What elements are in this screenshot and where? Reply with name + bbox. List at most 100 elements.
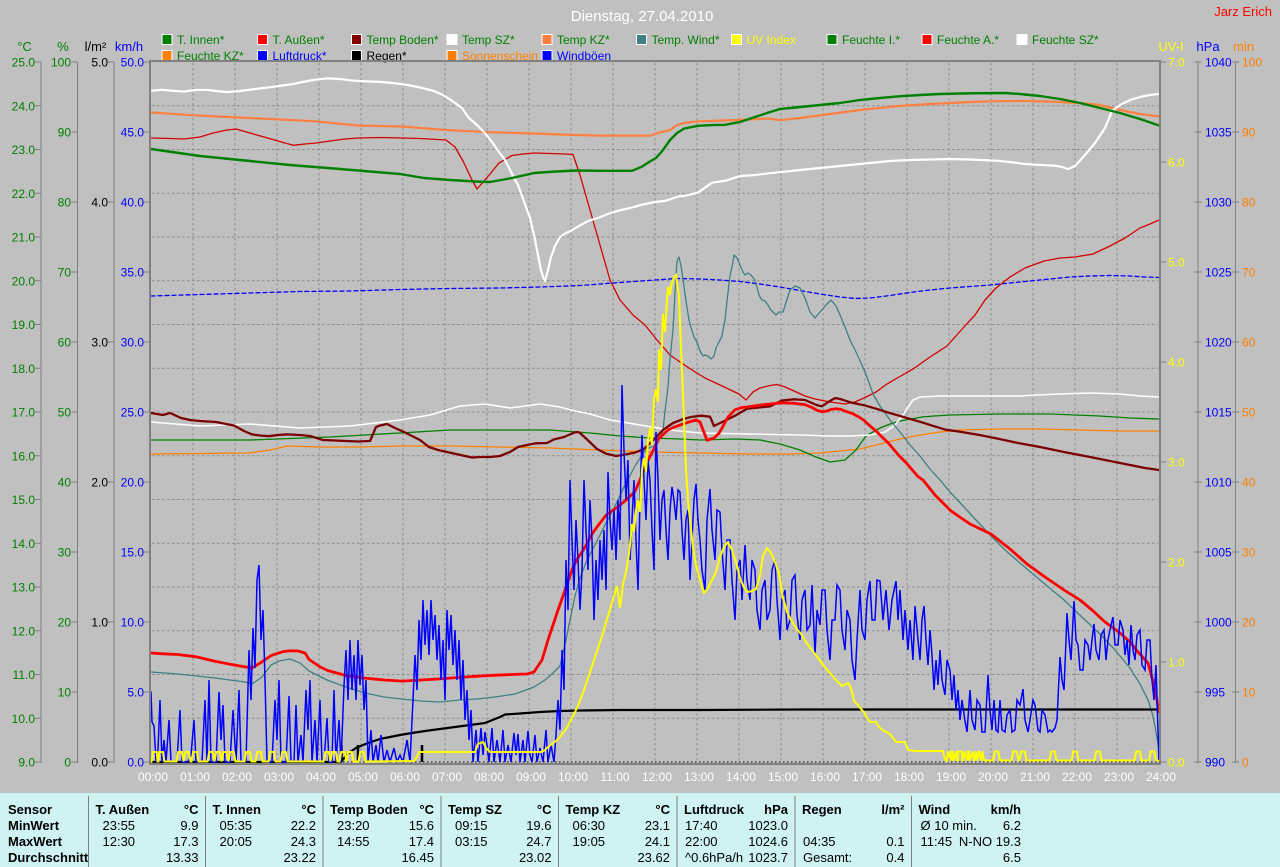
svg-text:12:30: 12:30 [103,834,136,849]
svg-text:MaxWert: MaxWert [8,834,63,849]
svg-text:Feuchte A.*: Feuchte A.* [937,33,999,47]
svg-text:19:00: 19:00 [936,770,966,784]
svg-text:19.6: 19.6 [526,818,551,833]
svg-text:13.0: 13.0 [12,581,36,595]
svg-text:MinWert: MinWert [8,818,60,833]
svg-text:24.7: 24.7 [526,834,551,849]
svg-text:1023.0: 1023.0 [748,818,788,833]
svg-text:22.2: 22.2 [291,818,316,833]
svg-text:995: 995 [1205,686,1225,700]
svg-text:6.2: 6.2 [1003,818,1021,833]
svg-text:3.0: 3.0 [91,336,108,350]
svg-text:16.45: 16.45 [401,850,434,865]
svg-text:20: 20 [1242,616,1256,630]
svg-text:20:05: 20:05 [220,834,253,849]
svg-text:04:35: 04:35 [803,834,836,849]
svg-text:18.0: 18.0 [12,362,36,376]
svg-text:20.0: 20.0 [121,476,145,490]
svg-text:10:00: 10:00 [558,770,588,784]
svg-text:5.0: 5.0 [91,56,108,70]
svg-text:1040: 1040 [1205,56,1232,70]
svg-text:80: 80 [1242,196,1256,210]
svg-text:Durchschnitt: Durchschnitt [8,850,89,865]
svg-text:°C: °C [301,802,316,817]
svg-text:25.0: 25.0 [12,56,36,70]
svg-text:19.0: 19.0 [12,318,36,332]
svg-text:08:00: 08:00 [474,770,504,784]
svg-text:100: 100 [1242,56,1262,70]
svg-text:12.0: 12.0 [12,624,36,638]
svg-text:Feuchte KZ*: Feuchte KZ* [177,49,244,63]
svg-text:23:20: 23:20 [337,818,370,833]
svg-text:17:40: 17:40 [685,818,718,833]
svg-text:UV-I: UV-I [1158,39,1183,54]
svg-text:40: 40 [1242,476,1256,490]
svg-text:0.0: 0.0 [1168,756,1185,770]
svg-text:21:00: 21:00 [1020,770,1050,784]
svg-text:1000: 1000 [1205,616,1232,630]
svg-text:1030: 1030 [1205,196,1232,210]
svg-text:km/h: km/h [115,39,143,54]
svg-text:19:05: 19:05 [573,834,606,849]
svg-text:15.0: 15.0 [121,546,145,560]
svg-text:0.0: 0.0 [127,756,144,770]
svg-text:°C: °C [17,39,32,54]
svg-text:06:30: 06:30 [573,818,606,833]
svg-text:Temp KZ: Temp KZ [566,802,621,817]
svg-text:Temp SZ*: Temp SZ* [462,33,515,47]
svg-text:6.0: 6.0 [1168,156,1185,170]
svg-text:N-NO 19.3: N-NO 19.3 [959,834,1021,849]
svg-text:1.0: 1.0 [1168,656,1185,670]
svg-text:0: 0 [1242,756,1249,770]
svg-text:14:55: 14:55 [337,834,370,849]
svg-text:0.0: 0.0 [91,756,108,770]
svg-text:11:00: 11:00 [600,770,629,784]
svg-text:10: 10 [1242,686,1256,700]
svg-text:23.22: 23.22 [283,850,316,865]
svg-text:Luftdruck*: Luftdruck* [273,49,327,63]
svg-text:03:00: 03:00 [264,770,294,784]
svg-text:15.6: 15.6 [409,818,434,833]
svg-text:11:45: 11:45 [921,834,953,849]
svg-text:Sonnenschein: Sonnenschein [462,49,538,63]
svg-text:Temp KZ*: Temp KZ* [557,33,610,47]
svg-text:km/h: km/h [991,802,1021,817]
svg-text:40: 40 [58,476,72,490]
svg-text:01:00: 01:00 [180,770,210,784]
svg-text:80: 80 [58,196,72,210]
svg-text:00:00: 00:00 [138,770,168,784]
svg-text:l/m²: l/m² [85,39,107,54]
svg-text:30.0: 30.0 [121,336,145,350]
svg-text:1025: 1025 [1205,266,1232,280]
svg-text:3.0: 3.0 [1168,456,1185,470]
svg-text:%: % [57,39,69,54]
svg-text:0.4: 0.4 [886,850,904,865]
svg-text:min: min [1233,39,1254,54]
svg-text:Dienstag, 27.04.2010: Dienstag, 27.04.2010 [571,8,714,25]
svg-text:14:00: 14:00 [726,770,756,784]
svg-text:Temp. Wind*: Temp. Wind* [652,33,720,47]
svg-text:1010: 1010 [1205,476,1232,490]
svg-text:4.0: 4.0 [1168,356,1185,370]
svg-text:12:00: 12:00 [642,770,672,784]
svg-text:1015: 1015 [1205,406,1232,420]
svg-text:1023.7: 1023.7 [748,850,788,865]
svg-text:Feuchte SZ*: Feuchte SZ* [1032,33,1099,47]
svg-text:990: 990 [1205,756,1225,770]
svg-text:13:00: 13:00 [684,770,714,784]
svg-text:7.0: 7.0 [1168,56,1185,70]
svg-text:23:55: 23:55 [103,818,136,833]
svg-text:45.0: 45.0 [121,126,145,140]
svg-text:35.0: 35.0 [121,266,145,280]
svg-text:24.1: 24.1 [645,834,670,849]
svg-text:1020: 1020 [1205,336,1232,350]
svg-text:90: 90 [58,126,72,140]
svg-text:24:00: 24:00 [1146,770,1176,784]
svg-text:T. Außen*: T. Außen* [273,33,325,47]
svg-text:Regen*: Regen* [367,49,407,63]
svg-text:hPa: hPa [1196,39,1220,54]
svg-text:24.3: 24.3 [291,834,316,849]
svg-text:°C: °C [184,802,199,817]
svg-text:T. Außen: T. Außen [96,802,150,817]
svg-text:60: 60 [1242,336,1256,350]
